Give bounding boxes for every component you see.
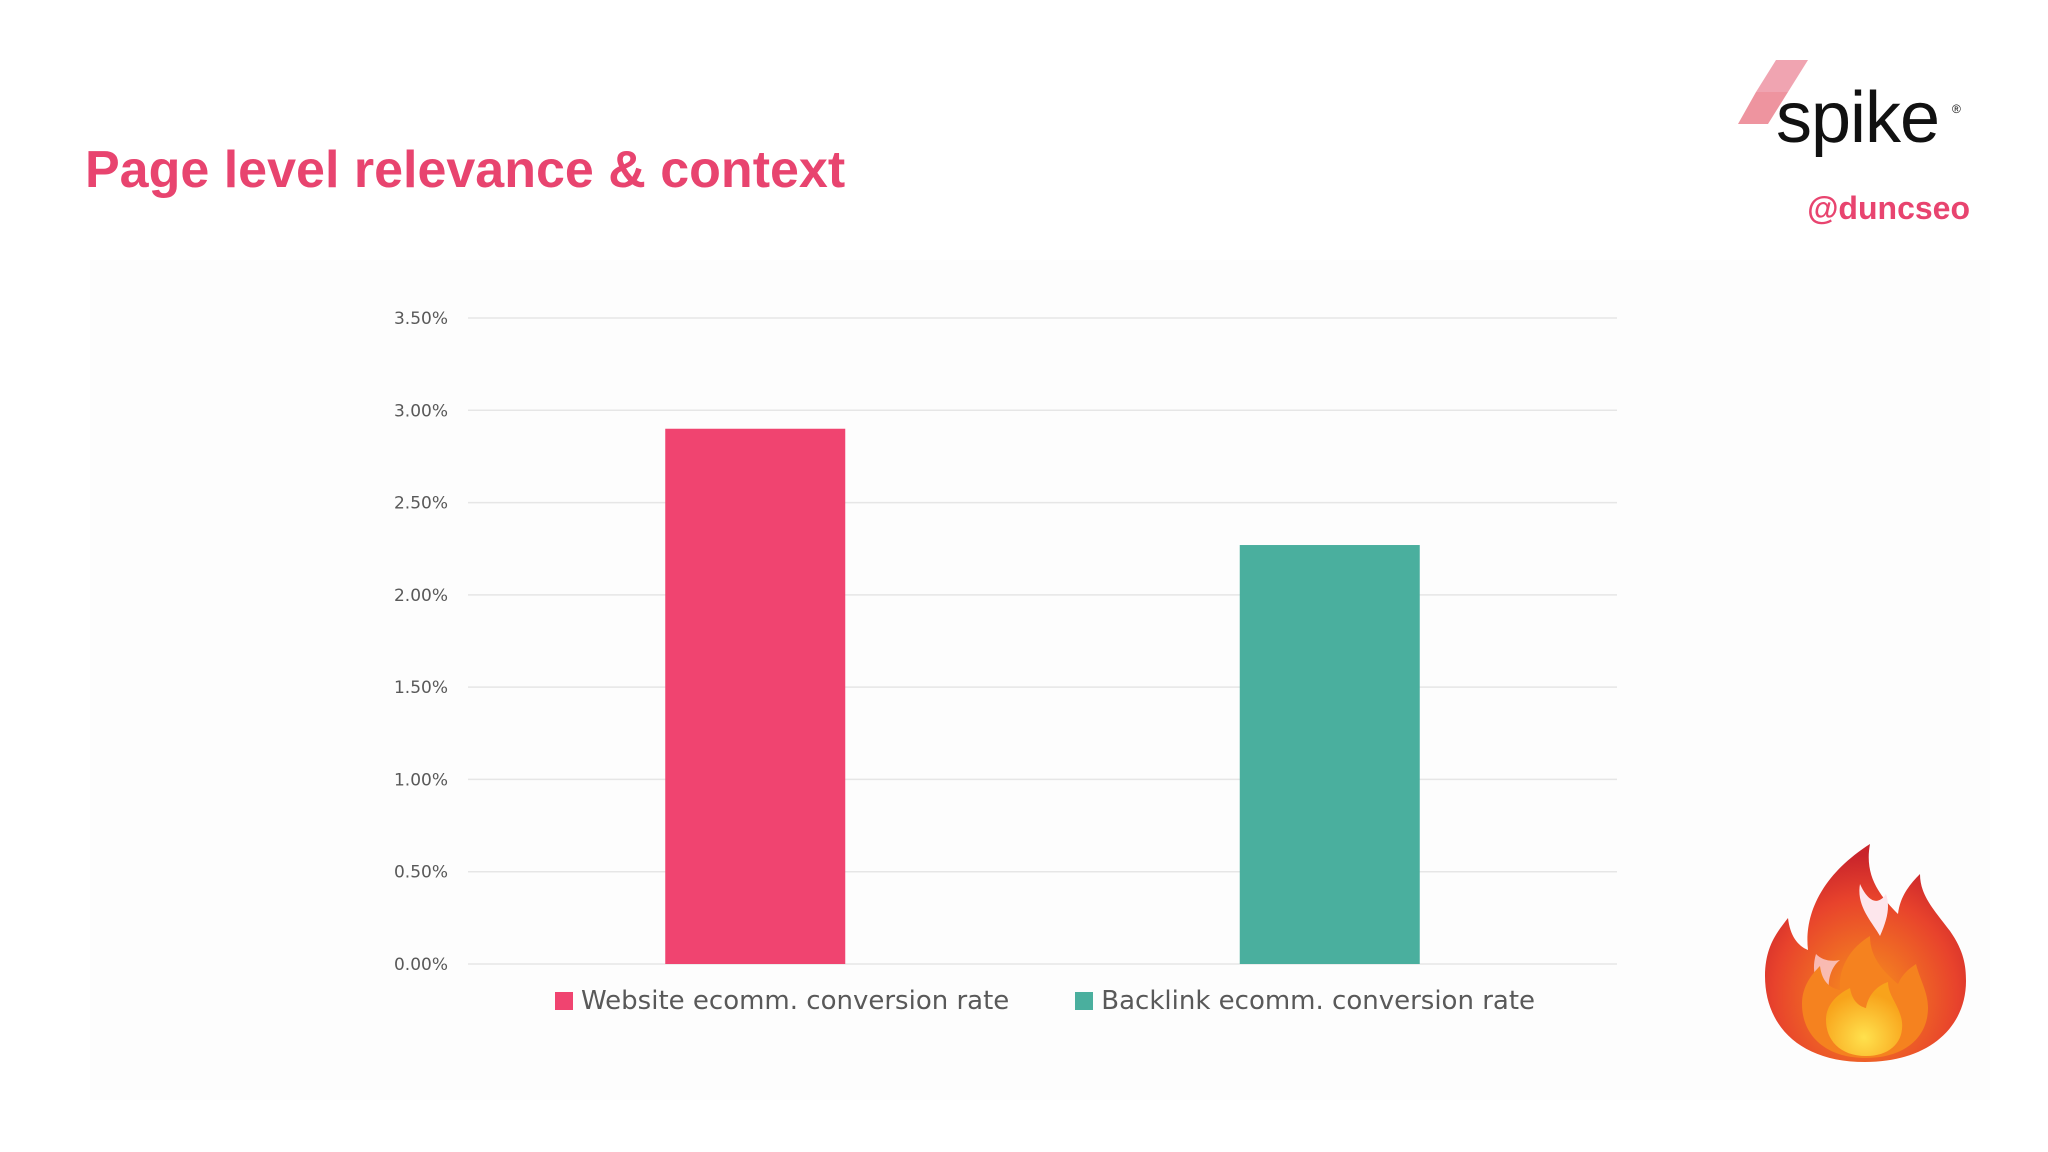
chart-legend: Website ecomm. conversion rate Backlink …: [555, 986, 1535, 1016]
legend-swatch-website: [555, 992, 573, 1010]
y-tick-label: 3.00%: [394, 401, 448, 421]
spike-logo-mark-icon: [1738, 60, 1808, 124]
slide-title: Page level relevance & context: [85, 141, 846, 199]
bar-website-conversion: [665, 428, 846, 964]
bar-chart: 0.00% 0.50% 1.00% 1.50% 2.00% 2.50% 3.00% 3.50%…: [90, 260, 1990, 1100]
legend-label-backlink: Backlink ecomm. conversion rate: [1101, 986, 1536, 1016]
y-tick-label: 3.50%: [394, 309, 448, 329]
chart-canvas: 0.00% 0.50% 1.00% 1.50% 2.00% 2.50% 3.00% 3.50%: [394, 309, 1617, 975]
legend-item-website: Website ecomm. conversion rate: [555, 986, 1009, 1016]
spike-logo: spike ®: [1738, 60, 1978, 154]
legend-label-website: Website ecomm. conversion rate: [581, 986, 1010, 1016]
y-tick-label: 0.50%: [394, 863, 448, 883]
y-tick-label: 2.00%: [394, 586, 448, 606]
y-tick-label: 2.50%: [394, 494, 448, 514]
y-tick-label: 1.50%: [394, 678, 448, 698]
fire-icon: [1765, 844, 1966, 1062]
legend-swatch-backlink: [1075, 992, 1094, 1010]
twitter-handle: @duncseo: [1807, 190, 1970, 226]
spike-logo-wordmark: spike: [1776, 78, 1940, 158]
registered-mark: ®: [1952, 102, 1961, 116]
bar-backlink-conversion: [1239, 545, 1420, 964]
legend-item-backlink: Backlink ecomm. conversion rate: [1075, 986, 1535, 1016]
y-tick-label: 1.00%: [394, 770, 448, 790]
y-tick-label: 0.00%: [394, 955, 448, 975]
